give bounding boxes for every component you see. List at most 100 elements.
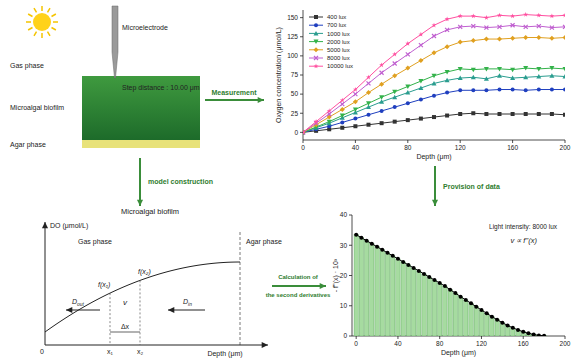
point (506, 323, 510, 327)
legend-marker (314, 56, 318, 60)
agar (82, 140, 200, 148)
point (448, 288, 452, 292)
point (406, 263, 410, 267)
y-tick-label: 40 (340, 211, 348, 218)
point (432, 74, 437, 79)
bar (401, 262, 405, 336)
point (549, 14, 554, 19)
arrow-measurement (205, 97, 264, 103)
point (380, 71, 384, 75)
label: Dout (72, 298, 85, 307)
x-tick-label: 160 (518, 340, 529, 347)
point (386, 251, 390, 255)
bar (453, 293, 457, 336)
d-out-arrow-head (66, 307, 72, 313)
point (366, 75, 371, 80)
point (367, 113, 371, 117)
bar (354, 235, 358, 336)
point (340, 107, 345, 112)
point (471, 111, 475, 115)
x-tick-label: 0 (354, 340, 358, 347)
point (458, 88, 462, 92)
model-y-axis (42, 222, 48, 345)
series-line (303, 25, 565, 132)
point (379, 82, 384, 87)
x-tick-label: 40 (394, 340, 402, 347)
x-tick (303, 140, 304, 143)
point (550, 88, 554, 92)
model-y-axis-head (42, 222, 48, 228)
point (471, 24, 475, 28)
x-tick (356, 336, 357, 339)
point (353, 117, 357, 121)
point (327, 120, 332, 125)
do-curve (45, 262, 240, 332)
x-tick (355, 140, 356, 143)
point (510, 14, 515, 19)
point (366, 90, 371, 95)
point (500, 321, 504, 325)
label: Microalgal biofilm (121, 207, 179, 216)
series-line (303, 113, 565, 132)
point (445, 91, 449, 95)
point (445, 78, 450, 83)
point (497, 73, 502, 78)
point (458, 14, 463, 19)
y-tick (300, 113, 303, 114)
plot-area (303, 12, 565, 135)
point (497, 67, 502, 72)
point (340, 120, 344, 124)
point (353, 124, 357, 128)
label: Gas phase (10, 62, 44, 70)
sun-ray (52, 14, 56, 17)
point (474, 305, 478, 309)
point (303, 130, 305, 135)
point (419, 43, 423, 47)
figure: MicroelectrodeStep distance : 10.00 μmGa… (0, 0, 575, 361)
sun-ray (41, 33, 43, 38)
point (523, 75, 528, 80)
point (396, 257, 400, 261)
point (524, 25, 528, 29)
point (485, 311, 489, 315)
bar (438, 283, 442, 336)
point (432, 278, 436, 282)
point (379, 95, 384, 100)
point (537, 333, 541, 336)
point (391, 254, 395, 258)
legend-marker (314, 23, 318, 27)
point (511, 112, 515, 116)
bar (364, 241, 368, 336)
label: Gas phase (78, 238, 112, 246)
y-tick (349, 245, 352, 246)
point (419, 117, 423, 121)
point (353, 99, 358, 104)
point (392, 73, 397, 78)
point (469, 301, 473, 305)
point (370, 242, 374, 246)
point (405, 66, 410, 71)
x-tick-label: 80 (436, 340, 444, 347)
point (392, 90, 397, 95)
y-tick-label: 0 (294, 129, 298, 136)
point (458, 40, 463, 45)
label: Agar phase (10, 141, 46, 149)
point (523, 35, 528, 40)
legend-marker (314, 64, 319, 69)
y-tick (349, 336, 352, 337)
series-line (303, 68, 565, 132)
point (314, 119, 319, 124)
point (393, 62, 397, 66)
x-tick (481, 336, 482, 339)
x-tick-label: 40 (352, 144, 360, 151)
bar (385, 253, 389, 336)
point (458, 76, 463, 81)
point (471, 88, 475, 92)
sun-disc (33, 13, 51, 31)
point (432, 50, 437, 55)
label: Microalgal biofilm (10, 104, 64, 112)
point (537, 24, 541, 28)
x-tick (397, 336, 398, 339)
d-in-arrow (168, 307, 205, 313)
arrow-model-head (137, 200, 143, 206)
